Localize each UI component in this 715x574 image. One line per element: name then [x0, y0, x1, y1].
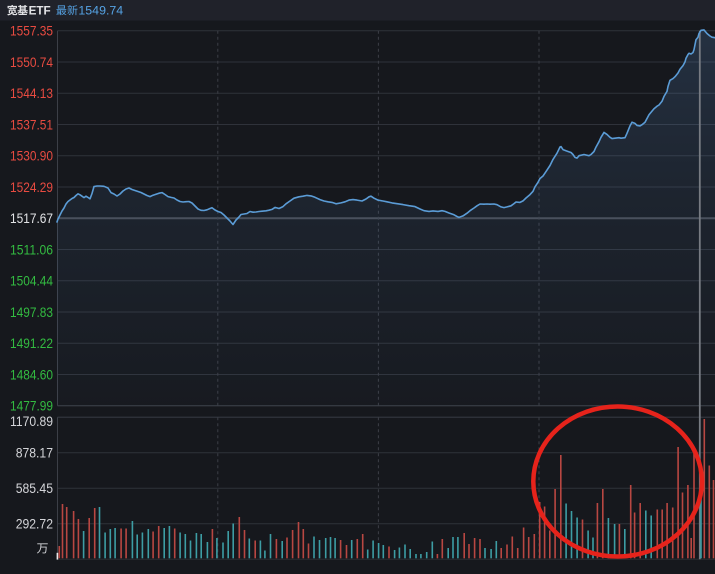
- svg-text:1504.44: 1504.44: [10, 274, 53, 289]
- svg-text:1170.89: 1170.89: [10, 414, 53, 429]
- svg-text:1511.06: 1511.06: [10, 242, 53, 257]
- svg-text:1537.51: 1537.51: [10, 117, 53, 132]
- svg-text:1549.74: 1549.74: [78, 4, 123, 18]
- svg-text:1497.83: 1497.83: [10, 305, 53, 320]
- svg-text:878.17: 878.17: [16, 446, 53, 461]
- svg-text:1517.67: 1517.67: [10, 211, 53, 226]
- svg-text:1524.29: 1524.29: [10, 180, 53, 195]
- svg-text:ETF: ETF: [29, 4, 51, 17]
- svg-text:1530.90: 1530.90: [10, 149, 53, 164]
- svg-text:585.45: 585.45: [16, 481, 53, 496]
- svg-text:1477.99: 1477.99: [10, 399, 53, 414]
- svg-text:1484.60: 1484.60: [10, 367, 53, 382]
- svg-text:1544.13: 1544.13: [10, 86, 53, 101]
- svg-text:1557.35: 1557.35: [10, 24, 53, 39]
- svg-text:1550.74: 1550.74: [10, 55, 53, 70]
- svg-text:292.72: 292.72: [16, 517, 53, 532]
- svg-text:1491.22: 1491.22: [10, 336, 53, 351]
